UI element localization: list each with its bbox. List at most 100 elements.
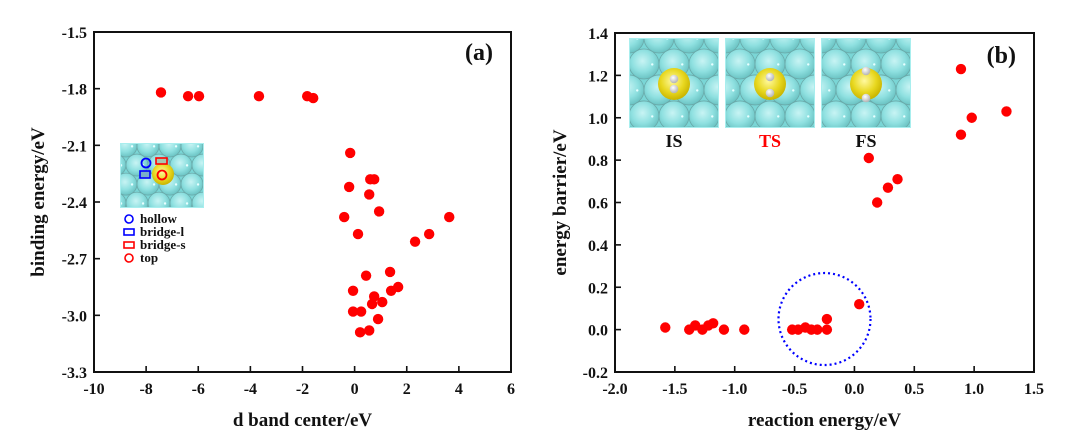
data-point-a <box>352 228 364 240</box>
y-tick-label-b: 1.4 <box>588 26 608 43</box>
y-axis-title-b: energy barrier/eV <box>550 129 571 275</box>
dopant-atom <box>152 163 174 185</box>
y-tick-label-b: 0.2 <box>588 280 608 297</box>
x-tick-label-a: -10 <box>83 381 104 398</box>
data-point-b <box>854 299 865 310</box>
data-point-a <box>372 313 384 325</box>
x-tick-label-b: 1.0 <box>964 381 984 398</box>
hydrogen-atom <box>669 84 679 94</box>
panel-label-b: (b) <box>987 43 1016 69</box>
data-point-b <box>718 324 730 335</box>
data-point-a <box>366 298 378 310</box>
x-tick-label-b: -1.0 <box>722 381 747 398</box>
ticks-b: -2.0 -1.5 -1.0 -0.5 0.0 0.5 1.0 1.5 -0.2 0.0 0.2 0.… <box>583 26 1044 398</box>
data-point-a <box>182 91 194 102</box>
x-tick-label-a: -8 <box>139 381 152 398</box>
x-tick-label-b: 1.5 <box>1024 381 1044 398</box>
data-point-a <box>368 174 380 185</box>
data-point-a <box>384 266 396 278</box>
surface-model-is <box>629 38 719 128</box>
y-tick-label-b: 1.2 <box>588 68 608 85</box>
panel-label-a: (a) <box>465 40 493 66</box>
data-point-a <box>409 236 421 247</box>
data-point-b <box>660 322 671 333</box>
data-point-b <box>812 324 823 335</box>
data-point-a <box>355 306 367 317</box>
dopant-atom <box>658 68 690 100</box>
y-tick-label-a: -3.3 <box>62 365 87 382</box>
legend-label: top <box>140 250 158 265</box>
legend-item-bridge-s: bridge-s <box>123 237 186 252</box>
data-point-b <box>821 324 833 335</box>
data-point-a <box>373 206 385 217</box>
hydrogen-atom <box>861 66 871 76</box>
data-point-a <box>364 189 375 200</box>
legend-label: hollow <box>140 211 177 226</box>
hydrogen-atom <box>765 88 775 98</box>
x-tick-label-b: 0.0 <box>844 381 864 398</box>
data-point-a <box>253 91 265 102</box>
x-tick-label-a: 4 <box>455 381 463 398</box>
data-point-b <box>892 173 903 185</box>
surface-model-fs <box>821 38 911 128</box>
data-point-b <box>1001 106 1012 117</box>
legend-square-icon <box>123 228 135 236</box>
points-b <box>660 63 1012 335</box>
data-point-a <box>347 285 359 296</box>
legend-item-top: top <box>124 250 158 265</box>
y-tick-label-b: 0.6 <box>588 196 608 213</box>
highlight-circle <box>777 271 872 367</box>
x-tick-label-a: -6 <box>192 381 205 398</box>
legend-circle-icon <box>124 253 134 263</box>
hydrogen-atom <box>765 72 775 82</box>
x-tick-label-b: 0.5 <box>904 381 924 398</box>
data-point-a <box>423 228 435 240</box>
y-tick-label-b: -0.2 <box>583 365 608 382</box>
data-point-a <box>343 181 355 193</box>
legend-item-hollow: hollow <box>124 211 177 226</box>
dopant-atom <box>850 68 882 100</box>
legend-square-icon <box>123 241 135 249</box>
bridge-s-site-marker <box>155 157 168 165</box>
x-tick-label-b: -1.5 <box>662 381 687 398</box>
data-point-b <box>955 63 967 75</box>
y-tick-label-b: 1.0 <box>588 111 608 128</box>
x-tick-label-a: -4 <box>244 381 257 398</box>
x-axis-title-a: d band center/eV <box>233 410 373 431</box>
y-tick-label-a: -3.0 <box>62 308 87 325</box>
data-point-b <box>871 197 883 208</box>
hydrogen-atom <box>669 74 679 84</box>
ticks-a: -10 -8 -6 -4 -2 0 2 4 6 -1.5 -1.8 -2.1 -2.4 -2.7 -3.0 -… <box>62 25 515 398</box>
hydrogen-atom <box>861 93 871 103</box>
bridge-l-site-marker <box>139 170 151 179</box>
y-tick-label-a: -2.4 <box>62 195 87 212</box>
data-point-b <box>739 324 750 335</box>
state-label-is: IS <box>665 131 682 151</box>
state-label-fs: FS <box>855 131 876 151</box>
x-tick-label-a: 0 <box>351 381 359 398</box>
data-point-a <box>307 92 319 104</box>
y-axis-title-a: binding energy/eV <box>28 127 49 277</box>
y-tick-label-b: 0.4 <box>588 238 608 255</box>
x-tick-label-a: 2 <box>403 381 411 398</box>
data-point-a <box>347 306 359 317</box>
x-tick-label-a: -2 <box>296 381 309 398</box>
data-point-a <box>193 91 205 102</box>
points-a <box>155 87 455 338</box>
state-label-ts: TS <box>759 131 781 151</box>
data-point-b <box>966 112 977 123</box>
y-tick-label-a: -1.5 <box>62 25 87 42</box>
reaction-state-insets: IS TS FS <box>629 38 911 151</box>
panel-b: -2.0 -1.5 -1.0 -0.5 0.0 0.5 1.0 1.5 -0.2 0.0 0.2 0.… <box>550 26 1044 431</box>
x-tick-label-b: -2.0 <box>602 381 627 398</box>
data-point-a <box>444 211 455 223</box>
data-point-b <box>882 182 894 193</box>
inset-is: IS <box>629 38 719 151</box>
data-point-a <box>377 296 388 308</box>
data-point-a <box>344 147 356 159</box>
data-point-a <box>385 285 397 296</box>
legend-item-bridge-l: bridge-l <box>123 224 184 239</box>
data-point-b <box>863 152 874 164</box>
